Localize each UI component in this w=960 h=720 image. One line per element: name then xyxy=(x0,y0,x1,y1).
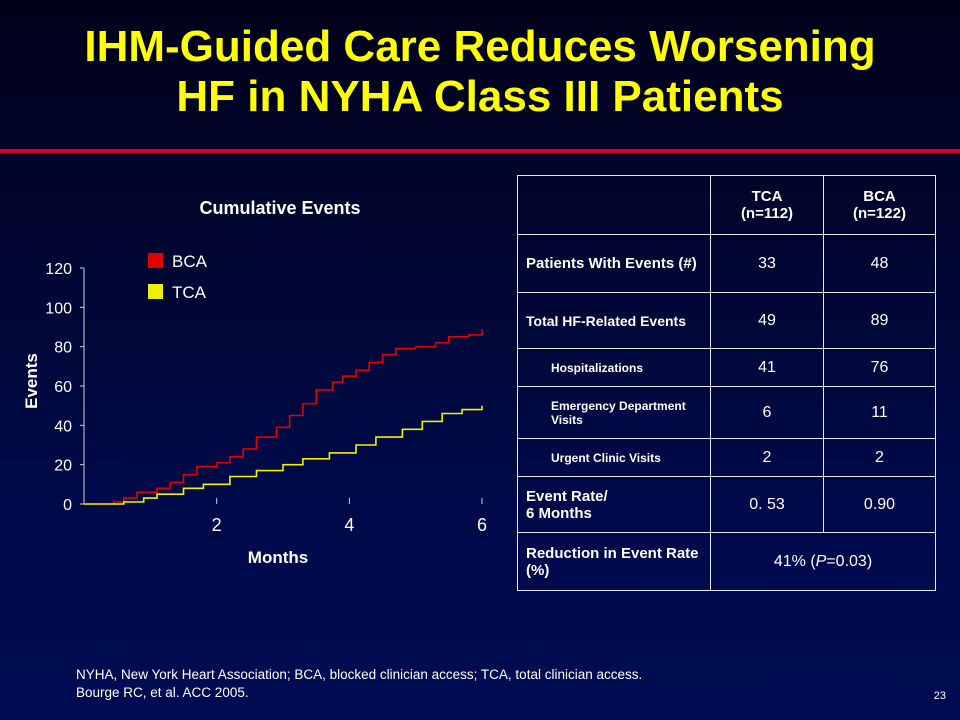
cell-tca: 6 xyxy=(710,386,824,439)
table-header-row: TCA (n=112) BCA (n=122) xyxy=(517,175,936,235)
y-tick-label: 20 xyxy=(54,458,72,475)
legend-swatch-bca xyxy=(148,253,163,268)
cell-tca: 49 xyxy=(710,292,824,349)
table-header-bca: BCA (n=122) xyxy=(823,175,936,235)
row-label: Total HF-Related Events xyxy=(517,292,711,349)
y-tick-label: 60 xyxy=(54,379,72,396)
cell-tca: 2 xyxy=(710,438,824,477)
table-row: Total HF-Related Events 49 89 xyxy=(517,292,936,349)
row-label: Emergency Department Visits xyxy=(517,386,711,439)
series-line-tca xyxy=(84,405,483,505)
cell-bca: 89 xyxy=(823,292,936,349)
slide-title: IHM-Guided Care Reduces Worsening HF in … xyxy=(0,22,960,122)
table-row: Event Rate/ 6 Months 0. 53 0.90 xyxy=(517,476,936,533)
y-tick-label: 40 xyxy=(54,418,72,435)
cell-tca: 0. 53 xyxy=(710,476,824,533)
footnote-line2: Bourge RC, et al. ACC 2005. xyxy=(76,685,249,700)
cumulative-events-chart: 0 20 40 60 80 100 120 2 4 6 Months Events xyxy=(22,261,487,567)
row-label: Reduction in Event Rate (%) xyxy=(517,532,711,591)
row-label: Hospitalizations xyxy=(517,348,711,387)
table-header-tca: TCA (n=112) xyxy=(710,175,824,235)
slide-title-line1: IHM-Guided Care Reduces Worsening xyxy=(84,22,876,71)
legend-label-tca: TCA xyxy=(172,283,206,302)
legend-swatch-tca xyxy=(148,284,163,299)
x-axis-label: Months xyxy=(248,548,308,567)
slide-title-line2: HF in NYHA Class III Patients xyxy=(176,72,784,121)
y-axis-label: Events xyxy=(22,353,41,409)
table-row: Patients With Events (#) 33 48 xyxy=(517,234,936,293)
x-tick-label: 2 xyxy=(212,515,222,535)
table-row: Urgent Clinic Visits 2 2 xyxy=(517,438,936,477)
legend-label-bca: BCA xyxy=(172,252,207,271)
cell-bca: 11 xyxy=(823,386,936,439)
y-tick-label: 100 xyxy=(45,300,72,317)
cell-bca: 76 xyxy=(823,348,936,387)
events-table: TCA (n=112) BCA (n=122) Patients With Ev… xyxy=(517,175,936,591)
y-tick-label: 120 xyxy=(45,261,72,278)
y-tick-label: 80 xyxy=(54,340,72,357)
chart-title: Cumulative Events xyxy=(199,198,361,218)
table-row: Emergency Department Visits 6 11 xyxy=(517,386,936,439)
cell-bca: 2 xyxy=(823,438,936,477)
title-divider xyxy=(0,149,960,153)
y-tick-label: 0 xyxy=(63,497,72,514)
row-label: Patients With Events (#) xyxy=(517,234,711,293)
series-line-bca xyxy=(84,329,483,505)
cell-merged: 41% (P=0.03) xyxy=(710,532,936,591)
cell-bca: 48 xyxy=(823,234,936,293)
cell-tca: 33 xyxy=(710,234,824,293)
footnote: NYHA, New York Heart Association; BCA, b… xyxy=(76,666,642,702)
page-number: 23 xyxy=(933,690,946,702)
row-label: Event Rate/ 6 Months xyxy=(517,476,711,533)
cell-bca: 0.90 xyxy=(823,476,936,533)
footnote-line1: NYHA, New York Heart Association; BCA, b… xyxy=(76,667,643,682)
table-header-empty xyxy=(517,175,711,235)
x-tick-label: 4 xyxy=(344,515,354,535)
row-label: Urgent Clinic Visits xyxy=(517,438,711,477)
table-row: Hospitalizations 41 76 xyxy=(517,348,936,387)
table-row: Reduction in Event Rate (%) 41% (P=0.03) xyxy=(517,532,936,591)
x-tick-label: 6 xyxy=(477,515,487,535)
cell-tca: 41 xyxy=(710,348,824,387)
